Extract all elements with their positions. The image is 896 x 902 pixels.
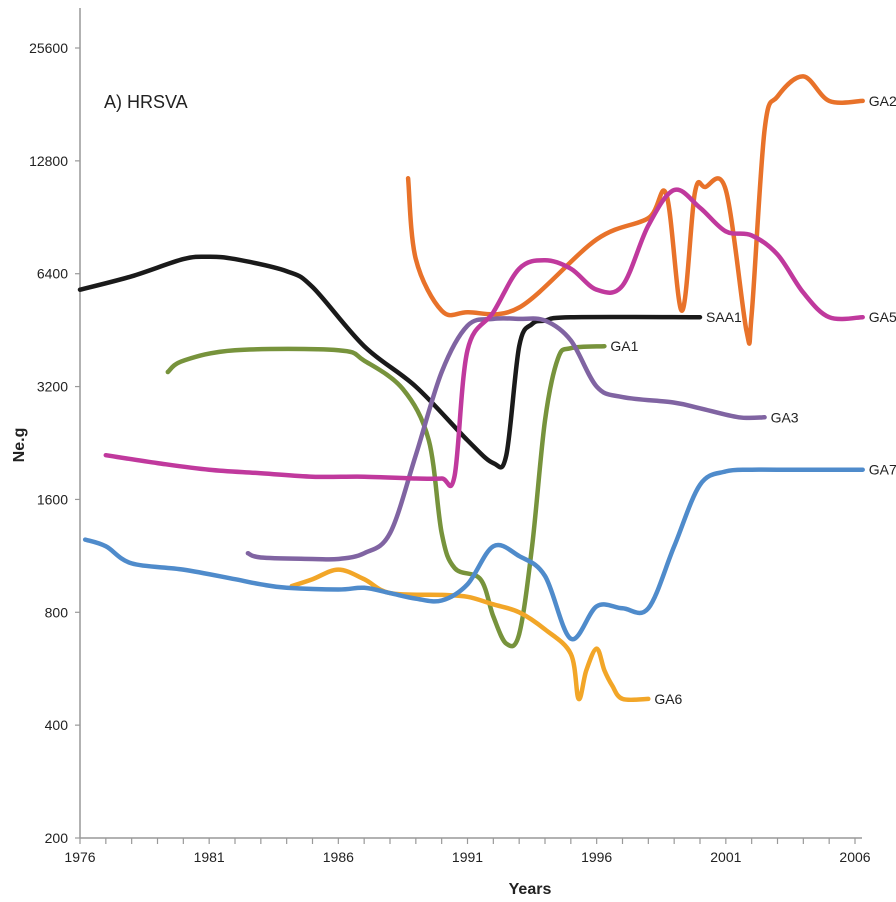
series-line-ga7 [82,467,865,642]
series-line-ga6 [289,567,651,703]
x-axis-ticks: 1976 1981 1986 1991 1996 2001 2006 [64,838,871,865]
y-tick-label: 25600 [29,40,68,56]
series-line-ga1 [165,343,607,649]
y-tick-label: 200 [45,830,69,846]
y-tick-label: 3200 [37,379,68,395]
chart-title: A) HRSVA [104,92,188,112]
y-tick-label: 800 [45,604,69,620]
series-line-ga5 [103,187,865,489]
series-label-saa1: SAA1 [706,309,742,325]
y-tick-label: 400 [45,717,69,733]
x-tick-label: 1981 [194,849,225,865]
series-label-ga3: GA3 [771,409,799,425]
series-label-ga6: GA6 [654,691,682,707]
series-label-ga2: GA2 [869,93,896,109]
x-tick-label: 1986 [323,849,354,865]
y-axis-label: Ne.g [11,428,28,463]
y-tick-label: 1600 [37,491,68,507]
y-axis-ticks: 200 400 800 1600 3200 6400 12800 25600 [29,40,80,846]
y-tick-label: 12800 [29,153,68,169]
series-label-ga7: GA7 [869,462,896,478]
series-line-ga2 [405,74,865,346]
series-line-saa1 [77,254,703,470]
x-tick-label: 1976 [64,849,95,865]
y-tick-label: 6400 [37,266,68,282]
series-label-ga1: GA1 [610,338,638,354]
x-axis-label: Years [509,881,552,898]
series-label-ga5: GA5 [869,309,896,325]
x-tick-label: 2006 [839,849,870,865]
series-labels: SAA1 GA1 GA2 GA3 GA5 GA6 GA7 [610,93,896,707]
x-tick-label: 2001 [710,849,741,865]
x-tick-label: 1996 [581,849,612,865]
series-lines [77,74,865,703]
x-tick-label: 1991 [452,849,483,865]
series-line-ga3 [245,316,767,562]
